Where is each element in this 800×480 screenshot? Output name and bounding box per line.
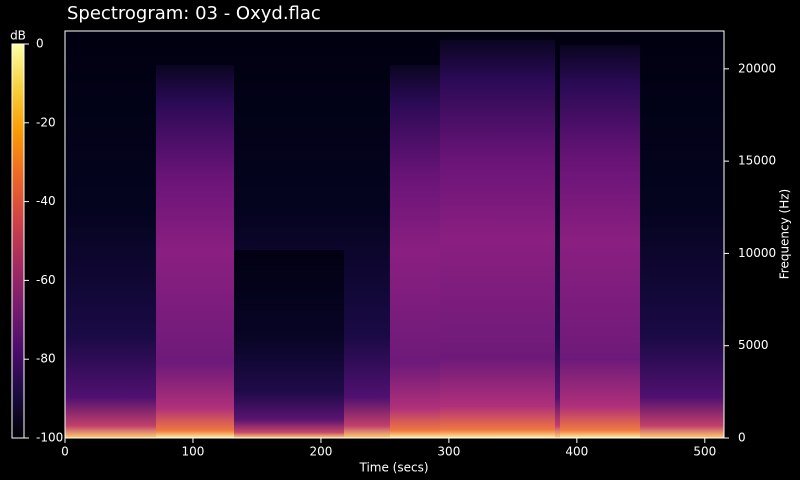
colorbar (11, 43, 25, 439)
y-tick-label: 10000 (738, 246, 776, 260)
x-axis-label: Time (secs) (358, 461, 428, 475)
x-tick-label: 200 (309, 445, 332, 459)
colorbar-tick-label: -60 (36, 273, 56, 287)
x-tick-label: 400 (565, 445, 588, 459)
colorbar-tick-label: 0 (36, 37, 44, 51)
y-tick-label: 5000 (738, 338, 769, 352)
colorbar-tick-label: -40 (36, 194, 56, 208)
spectrogram-image (65, 31, 724, 438)
y-tick-label: 20000 (738, 61, 776, 75)
x-tick-label: 300 (437, 445, 460, 459)
colorbar-tick-label: -20 (36, 115, 56, 129)
colorbar-tick-label: -80 (36, 352, 56, 366)
x-tick-label: 100 (182, 445, 205, 459)
x-tick-label: 0 (61, 445, 69, 459)
chart-title: Spectrogram: 03 - Oxyd.flac (67, 3, 321, 24)
colorbar-label: dB (10, 29, 26, 43)
plot-frame (64, 30, 725, 439)
y-tick-label: 0 (738, 431, 746, 445)
colorbar-tick-label: -100 (36, 431, 63, 445)
y-axis-label: Frequency (Hz) (778, 189, 792, 280)
y-tick-label: 15000 (738, 154, 776, 168)
x-tick-label: 500 (693, 445, 716, 459)
